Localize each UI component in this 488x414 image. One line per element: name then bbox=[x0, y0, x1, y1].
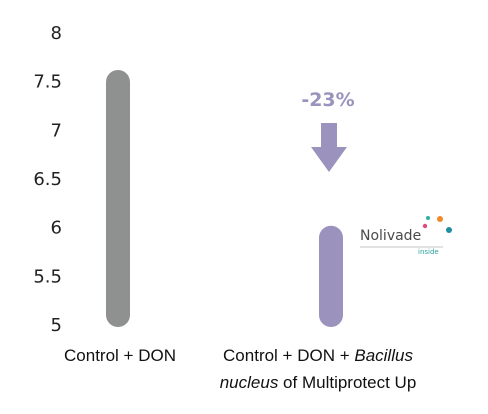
y-tick-label: 5 bbox=[51, 315, 62, 336]
bar bbox=[319, 225, 343, 327]
y-tick-label: 7.5 bbox=[33, 72, 62, 93]
logo-dot-3 bbox=[437, 216, 443, 222]
category-label-bacillus-line2: nucleus of Multiprotect Up bbox=[220, 373, 417, 392]
nolivade-logo: Nolivade inside bbox=[360, 216, 452, 256]
cat2-line2-italic: nucleus bbox=[220, 373, 279, 392]
y-tick-label: 8 bbox=[51, 23, 62, 44]
cat2-line1-normal: Control + DON + bbox=[223, 346, 354, 365]
y-tick-label: 5.5 bbox=[33, 266, 62, 287]
logo-dot-4 bbox=[446, 227, 452, 233]
y-tick-label: 6.5 bbox=[33, 169, 62, 190]
cat2-line2-normal: of Multiprotect Up bbox=[278, 373, 416, 392]
down-arrow-icon bbox=[311, 123, 347, 172]
logo-dot-2 bbox=[422, 223, 428, 229]
logo-subtext: inside bbox=[418, 248, 439, 256]
y-tick-label: 7 bbox=[51, 120, 62, 141]
bar bbox=[106, 69, 130, 327]
y-axis: 5 5.5 6 6.5 7 7.5 8 bbox=[33, 23, 62, 336]
reduction-annotation: -23% bbox=[301, 89, 354, 111]
logo-dot-1 bbox=[426, 216, 430, 220]
y-tick-label: 6 bbox=[51, 218, 62, 239]
cat2-line1-italic: Bacillus bbox=[354, 346, 413, 365]
logo-wordmark: Nolivade bbox=[360, 228, 421, 244]
category-label-control-don: Control + DON bbox=[64, 346, 176, 365]
category-label-bacillus-line1: Control + DON + Bacillus bbox=[223, 346, 413, 365]
bars bbox=[106, 69, 343, 327]
